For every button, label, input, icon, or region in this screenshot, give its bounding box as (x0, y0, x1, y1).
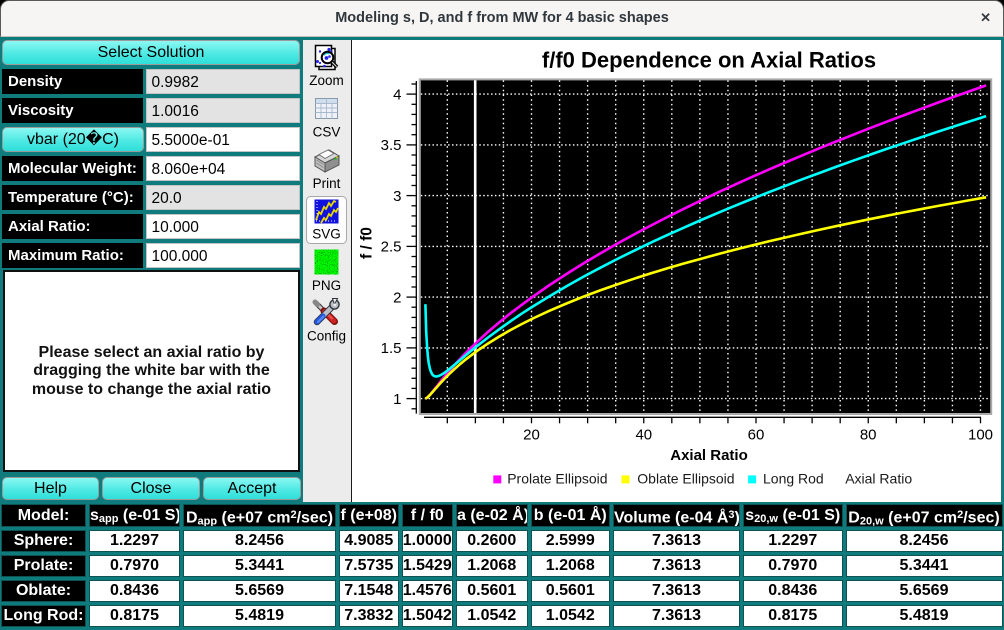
svg-text:20: 20 (523, 427, 540, 444)
svg-text:CSV: CSV (313, 125, 341, 140)
svg-text:2.5: 2.5 (381, 239, 402, 256)
svg-text:80: 80 (860, 427, 877, 444)
svg-text:3.5: 3.5 (381, 137, 402, 154)
svg-text:1: 1 (393, 391, 401, 408)
svg-text:2: 2 (393, 289, 401, 306)
svg-text:Zoom: Zoom (309, 73, 344, 88)
svg-text:Oblate Ellipsoid: Oblate Ellipsoid (637, 471, 734, 487)
svg-text:3: 3 (393, 188, 401, 205)
svg-text:SVG: SVG (312, 227, 341, 242)
svg-text:f / f0: f / f0 (359, 227, 376, 259)
svg-text:60: 60 (748, 427, 765, 444)
svg-text:100: 100 (968, 427, 993, 444)
svg-text:1.5: 1.5 (381, 340, 402, 357)
svg-text:40: 40 (635, 427, 652, 444)
svg-text:Config: Config (307, 329, 346, 344)
svg-text:4: 4 (393, 86, 401, 103)
svg-text:Axial Ratio: Axial Ratio (845, 471, 912, 487)
svg-text:Long Rod: Long Rod (763, 471, 824, 487)
svg-text:f/f0 Dependence on Axial Ratio: f/f0 Dependence on Axial Ratios (542, 48, 876, 73)
svg-text:Prolate Ellipsoid: Prolate Ellipsoid (507, 471, 607, 487)
svg-text:Axial Ratio: Axial Ratio (670, 447, 748, 464)
svg-text:Print: Print (313, 176, 341, 191)
svg-text:PNG: PNG (312, 278, 341, 293)
